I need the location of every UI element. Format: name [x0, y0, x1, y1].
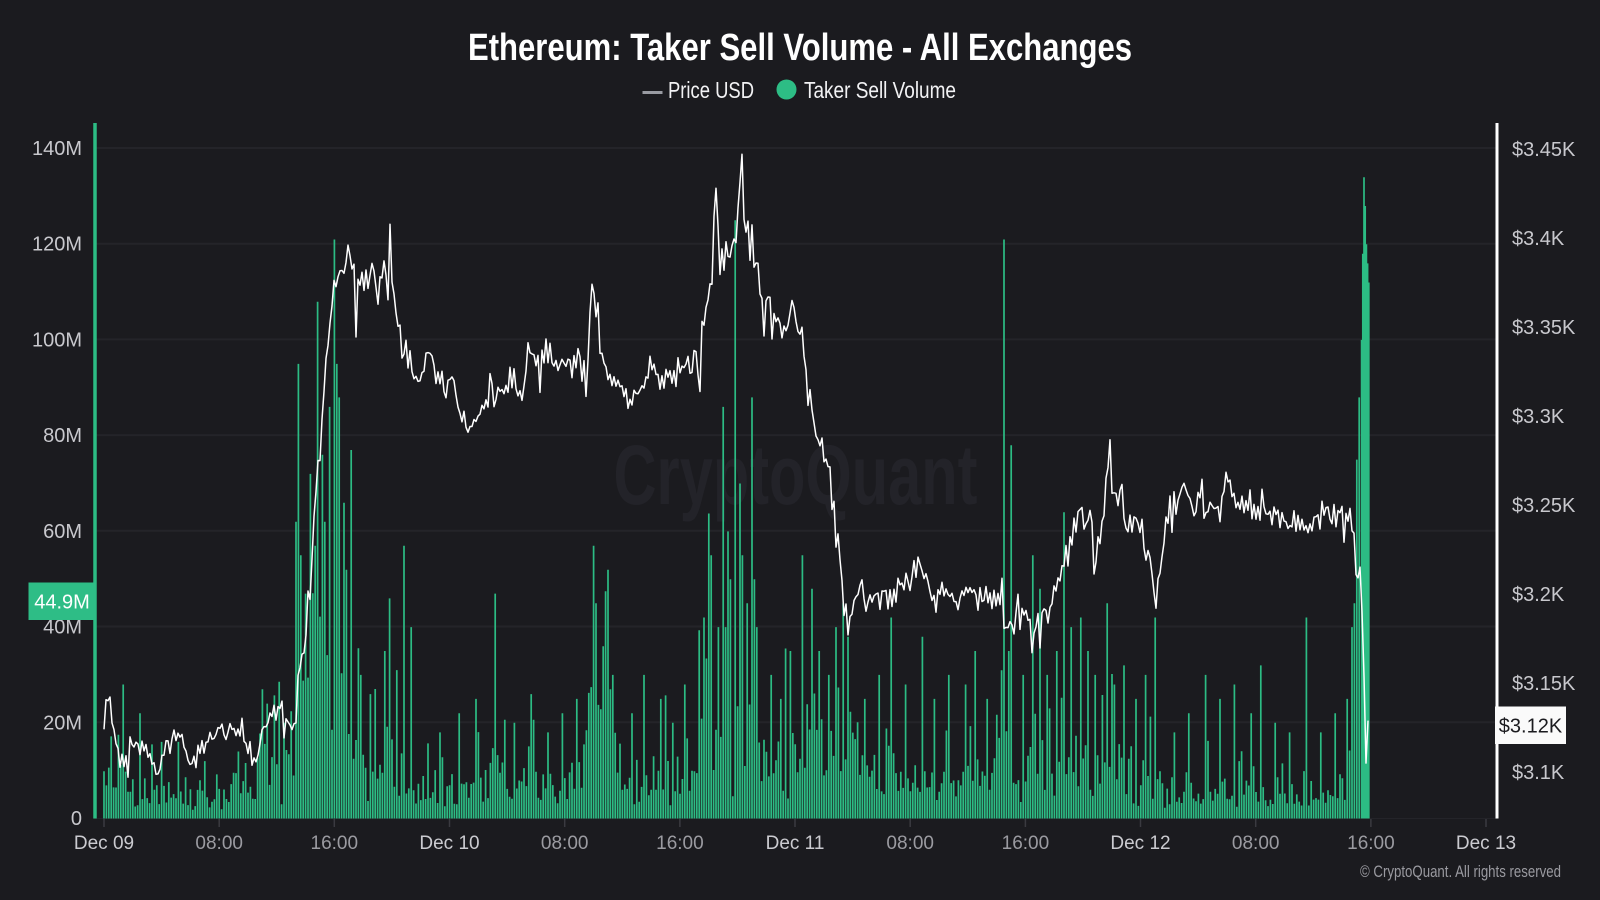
- svg-text:$3.4K: $3.4K: [1512, 228, 1565, 250]
- svg-text:$3.25K: $3.25K: [1512, 495, 1576, 517]
- svg-text:44.9M: 44.9M: [34, 592, 90, 614]
- svg-text:$3.12K: $3.12K: [1499, 716, 1563, 738]
- svg-text:16:00: 16:00: [1347, 833, 1395, 854]
- svg-text:Ethereum: Taker Sell Volume -: Ethereum: Taker Sell Volume - All Exchan…: [468, 27, 1132, 69]
- svg-text:100M: 100M: [32, 329, 82, 351]
- svg-text:08:00: 08:00: [886, 833, 934, 854]
- svg-text:16:00: 16:00: [311, 833, 359, 854]
- svg-text:Price USD: Price USD: [668, 77, 754, 103]
- svg-text:$3.1K: $3.1K: [1512, 762, 1565, 784]
- svg-text:$3.45K: $3.45K: [1512, 139, 1576, 161]
- svg-text:60M: 60M: [43, 521, 82, 543]
- svg-text:20M: 20M: [43, 712, 82, 734]
- svg-text:$3.35K: $3.35K: [1512, 317, 1576, 339]
- svg-text:08:00: 08:00: [195, 833, 243, 854]
- svg-text:Taker Sell Volume: Taker Sell Volume: [804, 77, 956, 103]
- svg-text:120M: 120M: [32, 234, 82, 256]
- svg-text:0: 0: [71, 808, 82, 830]
- svg-text:40M: 40M: [43, 617, 82, 639]
- svg-text:© CryptoQuant. All rights rese: © CryptoQuant. All rights reserved: [1360, 863, 1561, 881]
- svg-text:08:00: 08:00: [1232, 833, 1280, 854]
- svg-text:Dec 11: Dec 11: [766, 833, 825, 854]
- svg-text:08:00: 08:00: [541, 833, 589, 854]
- svg-text:Dec 09: Dec 09: [74, 833, 134, 854]
- svg-text:Dec 12: Dec 12: [1110, 833, 1170, 854]
- svg-text:$3.15K: $3.15K: [1512, 673, 1576, 695]
- svg-text:80M: 80M: [43, 425, 82, 447]
- svg-text:CryptoQuant: CryptoQuant: [614, 428, 978, 522]
- svg-text:$3.3K: $3.3K: [1512, 406, 1565, 428]
- svg-text:Dec 13: Dec 13: [1456, 833, 1516, 854]
- svg-text:Dec 10: Dec 10: [419, 833, 479, 854]
- svg-text:$3.2K: $3.2K: [1512, 584, 1565, 606]
- svg-text:16:00: 16:00: [1002, 833, 1050, 854]
- svg-text:140M: 140M: [32, 138, 82, 160]
- svg-text:16:00: 16:00: [656, 833, 704, 854]
